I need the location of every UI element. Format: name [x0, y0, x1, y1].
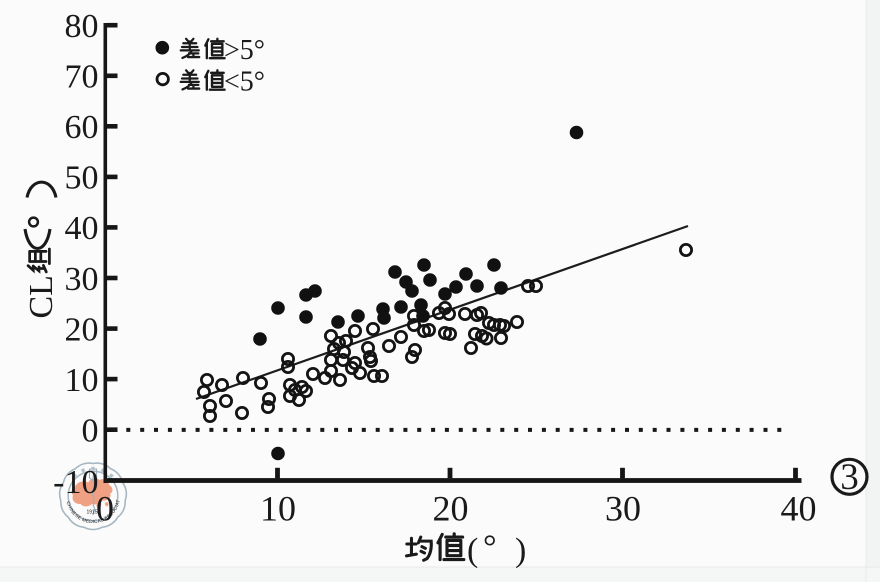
svg-text:(: ( — [467, 532, 478, 569]
svg-text:10: 10 — [65, 362, 99, 399]
svg-text:80: 80 — [65, 8, 99, 45]
svg-text:40: 40 — [65, 210, 99, 247]
svg-text:30: 30 — [605, 489, 641, 529]
svg-text:0: 0 — [82, 413, 99, 450]
svg-text:CL: CL — [23, 275, 60, 318]
svg-text:70: 70 — [65, 59, 99, 96]
svg-text:20: 20 — [65, 311, 99, 348]
svg-text:<5°: <5° — [224, 67, 265, 98]
svg-text:3: 3 — [840, 457, 859, 498]
svg-text:°: ° — [483, 529, 497, 566]
svg-text:): ) — [515, 532, 526, 569]
svg-text:30: 30 — [65, 261, 99, 298]
svg-text:10: 10 — [260, 489, 296, 529]
svg-text:-10: -10 — [53, 464, 98, 501]
svg-text:20: 20 — [433, 489, 469, 529]
svg-text:>5°: >5° — [224, 35, 265, 66]
svg-text:0: 0 — [96, 489, 114, 529]
svg-text:50: 50 — [65, 160, 99, 197]
svg-text:40: 40 — [781, 489, 817, 529]
svg-text:1915: 1915 — [87, 510, 98, 516]
svg-text:60: 60 — [65, 109, 99, 146]
